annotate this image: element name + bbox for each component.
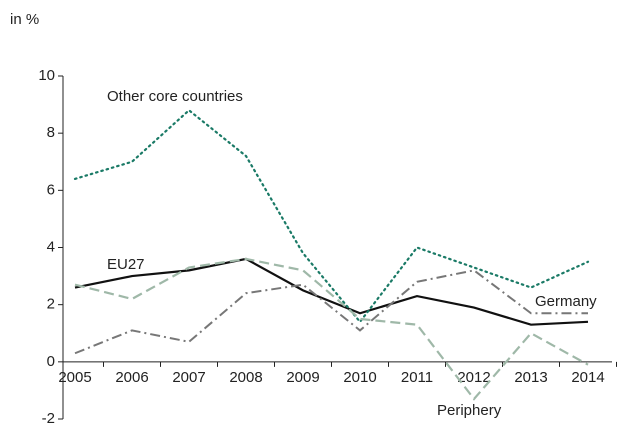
y-tick-label: 10 bbox=[38, 67, 55, 84]
y-tick-label: 0 bbox=[47, 353, 55, 370]
x-tick-label: 2008 bbox=[229, 369, 262, 386]
x-tick-label: 2014 bbox=[571, 369, 604, 386]
y-tick-label: -2 bbox=[42, 410, 55, 424]
series-label: Germany bbox=[535, 293, 597, 310]
x-tick-label: 2009 bbox=[286, 369, 319, 386]
line-series bbox=[74, 257, 589, 326]
series-label: Other core countries bbox=[107, 88, 243, 105]
series-label: EU27 bbox=[107, 256, 145, 273]
line-series bbox=[74, 257, 589, 401]
x-tick-label: 2011 bbox=[401, 369, 433, 386]
y-tick-label: 2 bbox=[47, 296, 55, 313]
x-tick-label: 2010 bbox=[343, 369, 376, 386]
x-tick-label: 2005 bbox=[58, 369, 91, 386]
y-tick-label: 4 bbox=[47, 238, 55, 255]
x-tick-label: 2006 bbox=[115, 369, 148, 386]
line-series bbox=[74, 269, 588, 355]
y-tick-label: 8 bbox=[47, 124, 55, 141]
unit-label: in % bbox=[10, 11, 39, 28]
x-tick-label: 2013 bbox=[514, 369, 547, 386]
series-label: Periphery bbox=[437, 402, 502, 419]
line-series bbox=[73, 108, 590, 324]
y-tick-label: 6 bbox=[47, 181, 55, 198]
x-tick-label: 2012 bbox=[457, 369, 490, 386]
x-tick-label: 2007 bbox=[172, 369, 205, 386]
